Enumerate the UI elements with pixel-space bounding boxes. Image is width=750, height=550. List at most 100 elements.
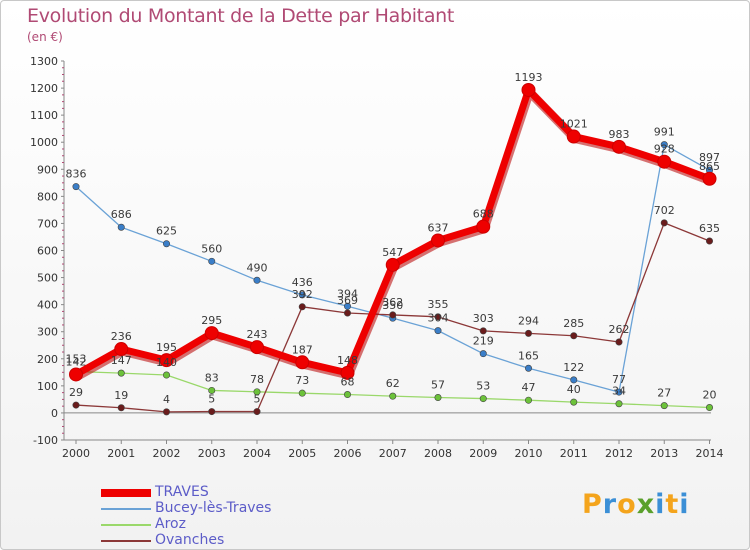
data-label: 547 — [382, 246, 403, 259]
data-point — [298, 389, 306, 397]
data-point — [434, 313, 442, 321]
data-label: 187 — [292, 343, 313, 356]
data-label: 490 — [247, 261, 268, 274]
data-point — [431, 233, 445, 248]
data-point — [69, 367, 83, 382]
data-label: 47 — [522, 381, 536, 394]
data-label: 688 — [473, 208, 494, 221]
y-tick-label: 100 — [37, 380, 58, 393]
data-label: 34 — [612, 385, 626, 398]
x-tick-label: 2002 — [153, 447, 181, 460]
data-point — [72, 183, 80, 191]
data-label: 243 — [247, 328, 268, 341]
data-point — [615, 388, 623, 396]
logo-letter: x — [636, 489, 656, 520]
data-label: 392 — [292, 288, 313, 301]
data-point — [615, 400, 623, 408]
data-label: 83 — [205, 371, 219, 384]
data-label: 4 — [163, 393, 170, 406]
data-label: 294 — [518, 314, 539, 327]
data-point — [702, 171, 717, 186]
data-point — [295, 355, 310, 370]
data-label: 865 — [699, 160, 720, 173]
legend-label: Bucey-lès-Traves — [155, 500, 272, 516]
data-label: 560 — [201, 242, 222, 255]
data-label: 147 — [111, 354, 132, 367]
data-label: 142 — [66, 355, 87, 368]
x-tick-label: 2014 — [696, 447, 724, 460]
data-point — [340, 365, 355, 380]
data-label: 19 — [114, 389, 128, 402]
data-point — [204, 326, 219, 341]
data-point — [253, 276, 261, 284]
data-point — [114, 342, 129, 357]
x-tick-label: 2009 — [469, 447, 497, 460]
data-point — [208, 257, 216, 265]
data-point — [657, 154, 672, 169]
data-point — [253, 408, 261, 416]
data-label: 928 — [654, 143, 675, 156]
data-label: 686 — [111, 208, 132, 221]
data-label: 625 — [156, 225, 177, 238]
y-tick-label: 1200 — [30, 82, 58, 95]
x-tick-label: 2003 — [198, 447, 226, 460]
data-point — [524, 364, 532, 372]
y-tick-label: 800 — [37, 190, 58, 203]
x-tick-label: 2007 — [379, 447, 407, 460]
data-point — [343, 302, 351, 310]
data-point — [660, 141, 668, 149]
data-point — [660, 402, 668, 410]
data-label: 219 — [473, 335, 494, 348]
data-label: 78 — [250, 373, 264, 386]
chart-subtitle: (en €) — [27, 30, 63, 44]
legend-swatch — [101, 540, 151, 542]
data-point — [159, 353, 174, 368]
data-point — [479, 350, 487, 358]
data-point — [660, 219, 668, 227]
data-point — [570, 376, 578, 384]
legend-label: TRAVES — [155, 484, 209, 500]
data-point — [163, 408, 171, 416]
data-point — [705, 404, 713, 412]
x-tick-label: 2001 — [107, 447, 135, 460]
data-label: 436 — [292, 276, 313, 289]
data-point — [521, 82, 536, 97]
legend-swatch — [101, 508, 151, 510]
data-label: 236 — [111, 330, 132, 343]
data-point — [163, 371, 171, 379]
data-label: 53 — [476, 380, 490, 393]
data-point — [389, 311, 397, 319]
y-tick-label: 1300 — [30, 55, 58, 68]
y-tick-label: 900 — [37, 163, 58, 176]
data-point — [434, 327, 442, 335]
data-point — [208, 386, 216, 394]
logo-letter: r — [602, 489, 618, 520]
x-tick-label: 2012 — [605, 447, 633, 460]
data-label: 355 — [428, 298, 449, 311]
x-tick-label: 2005 — [288, 447, 316, 460]
y-tick-label: 1100 — [30, 109, 58, 122]
data-point — [250, 340, 264, 355]
data-point — [434, 393, 442, 401]
data-label: 1193 — [515, 71, 543, 84]
data-point — [705, 237, 713, 245]
data-label: 897 — [699, 151, 720, 164]
y-tick-label: 300 — [37, 326, 58, 339]
data-label: 140 — [156, 356, 177, 369]
x-tick-label: 2011 — [560, 447, 588, 460]
y-tick-label: 500 — [37, 272, 58, 285]
y-tick-label: 700 — [37, 217, 58, 230]
data-label: 57 — [431, 378, 445, 391]
data-label: 29 — [69, 386, 83, 399]
data-point — [72, 401, 80, 409]
x-tick-label: 2006 — [334, 447, 362, 460]
data-label: 5 — [208, 393, 215, 406]
data-label: 195 — [156, 341, 177, 354]
data-label: 122 — [563, 361, 584, 374]
data-label: 153 — [66, 353, 87, 366]
legend-swatch — [101, 489, 151, 497]
logo-letter: i — [655, 489, 666, 520]
data-label: 991 — [654, 126, 675, 139]
data-label: 1021 — [560, 118, 588, 131]
